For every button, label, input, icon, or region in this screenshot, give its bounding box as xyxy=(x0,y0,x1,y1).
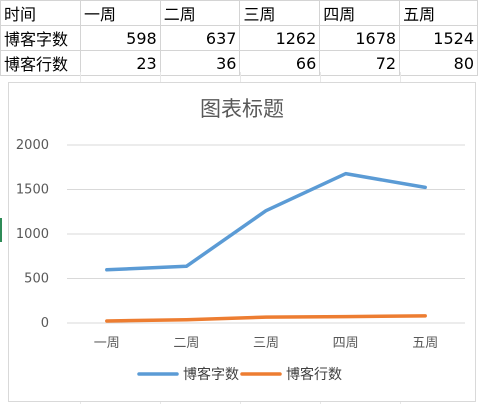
cell-row1-col4[interactable]: 1678 xyxy=(319,25,401,51)
cell-row2-col3[interactable]: 66 xyxy=(239,50,321,76)
table-row: 博客行数 23 36 66 72 80 xyxy=(0,50,478,76)
x-tick-label: 三周 xyxy=(253,336,279,351)
y-tick-label: 2000 xyxy=(16,138,49,153)
line-chart[interactable]: 图表标题 0 500 1000 1500 2000 一周 二周 三周 四周 五周博客字数 博客行数 xyxy=(8,82,476,402)
data-table: 时间 一周 二周 三周 四周 五周 博客字数 598 637 1262 1678… xyxy=(0,0,478,76)
cell-header-5[interactable]: 五周 xyxy=(399,0,478,26)
cell-header-3[interactable]: 三周 xyxy=(239,0,321,26)
chart-title[interactable]: 图表标题 xyxy=(200,97,284,121)
series-line[interactable] xyxy=(105,171,427,272)
y-tick-label: 1500 xyxy=(16,183,49,198)
x-tick-label: 一周 xyxy=(94,336,120,351)
series-line[interactable] xyxy=(105,314,427,323)
cell-header-4[interactable]: 四周 xyxy=(319,0,401,26)
legend-label[interactable]: 博客字数 xyxy=(183,366,239,383)
cell-header-0[interactable]: 时间 xyxy=(0,0,81,26)
x-tick-label: 五周 xyxy=(412,336,438,351)
y-tick-label: 500 xyxy=(24,272,49,287)
selection-indicator xyxy=(0,218,2,242)
table-header-row: 时间 一周 二周 三周 四周 五周 xyxy=(0,0,478,26)
legend-label[interactable]: 博客行数 xyxy=(286,366,342,383)
x-tick-label: 二周 xyxy=(173,336,199,351)
table-row: 博客字数 598 637 1262 1678 1524 xyxy=(0,25,478,51)
cell-row2-label[interactable]: 博客行数 xyxy=(0,50,81,76)
cell-row1-col3[interactable]: 1262 xyxy=(239,25,321,51)
cell-row1-label[interactable]: 博客字数 xyxy=(0,25,81,51)
cell-row1-col1[interactable]: 598 xyxy=(79,25,161,51)
cell-row2-col5[interactable]: 80 xyxy=(399,50,478,76)
cell-row1-col5[interactable]: 1524 xyxy=(399,25,478,51)
y-tick-label: 1000 xyxy=(16,227,49,242)
x-tick-label: 四周 xyxy=(333,336,359,351)
cell-row2-col1[interactable]: 23 xyxy=(79,50,161,76)
cell-row1-col2[interactable]: 637 xyxy=(159,25,241,51)
y-tick-label: 0 xyxy=(41,316,49,331)
cell-header-1[interactable]: 一周 xyxy=(79,0,161,26)
cell-header-2[interactable]: 二周 xyxy=(159,0,241,26)
